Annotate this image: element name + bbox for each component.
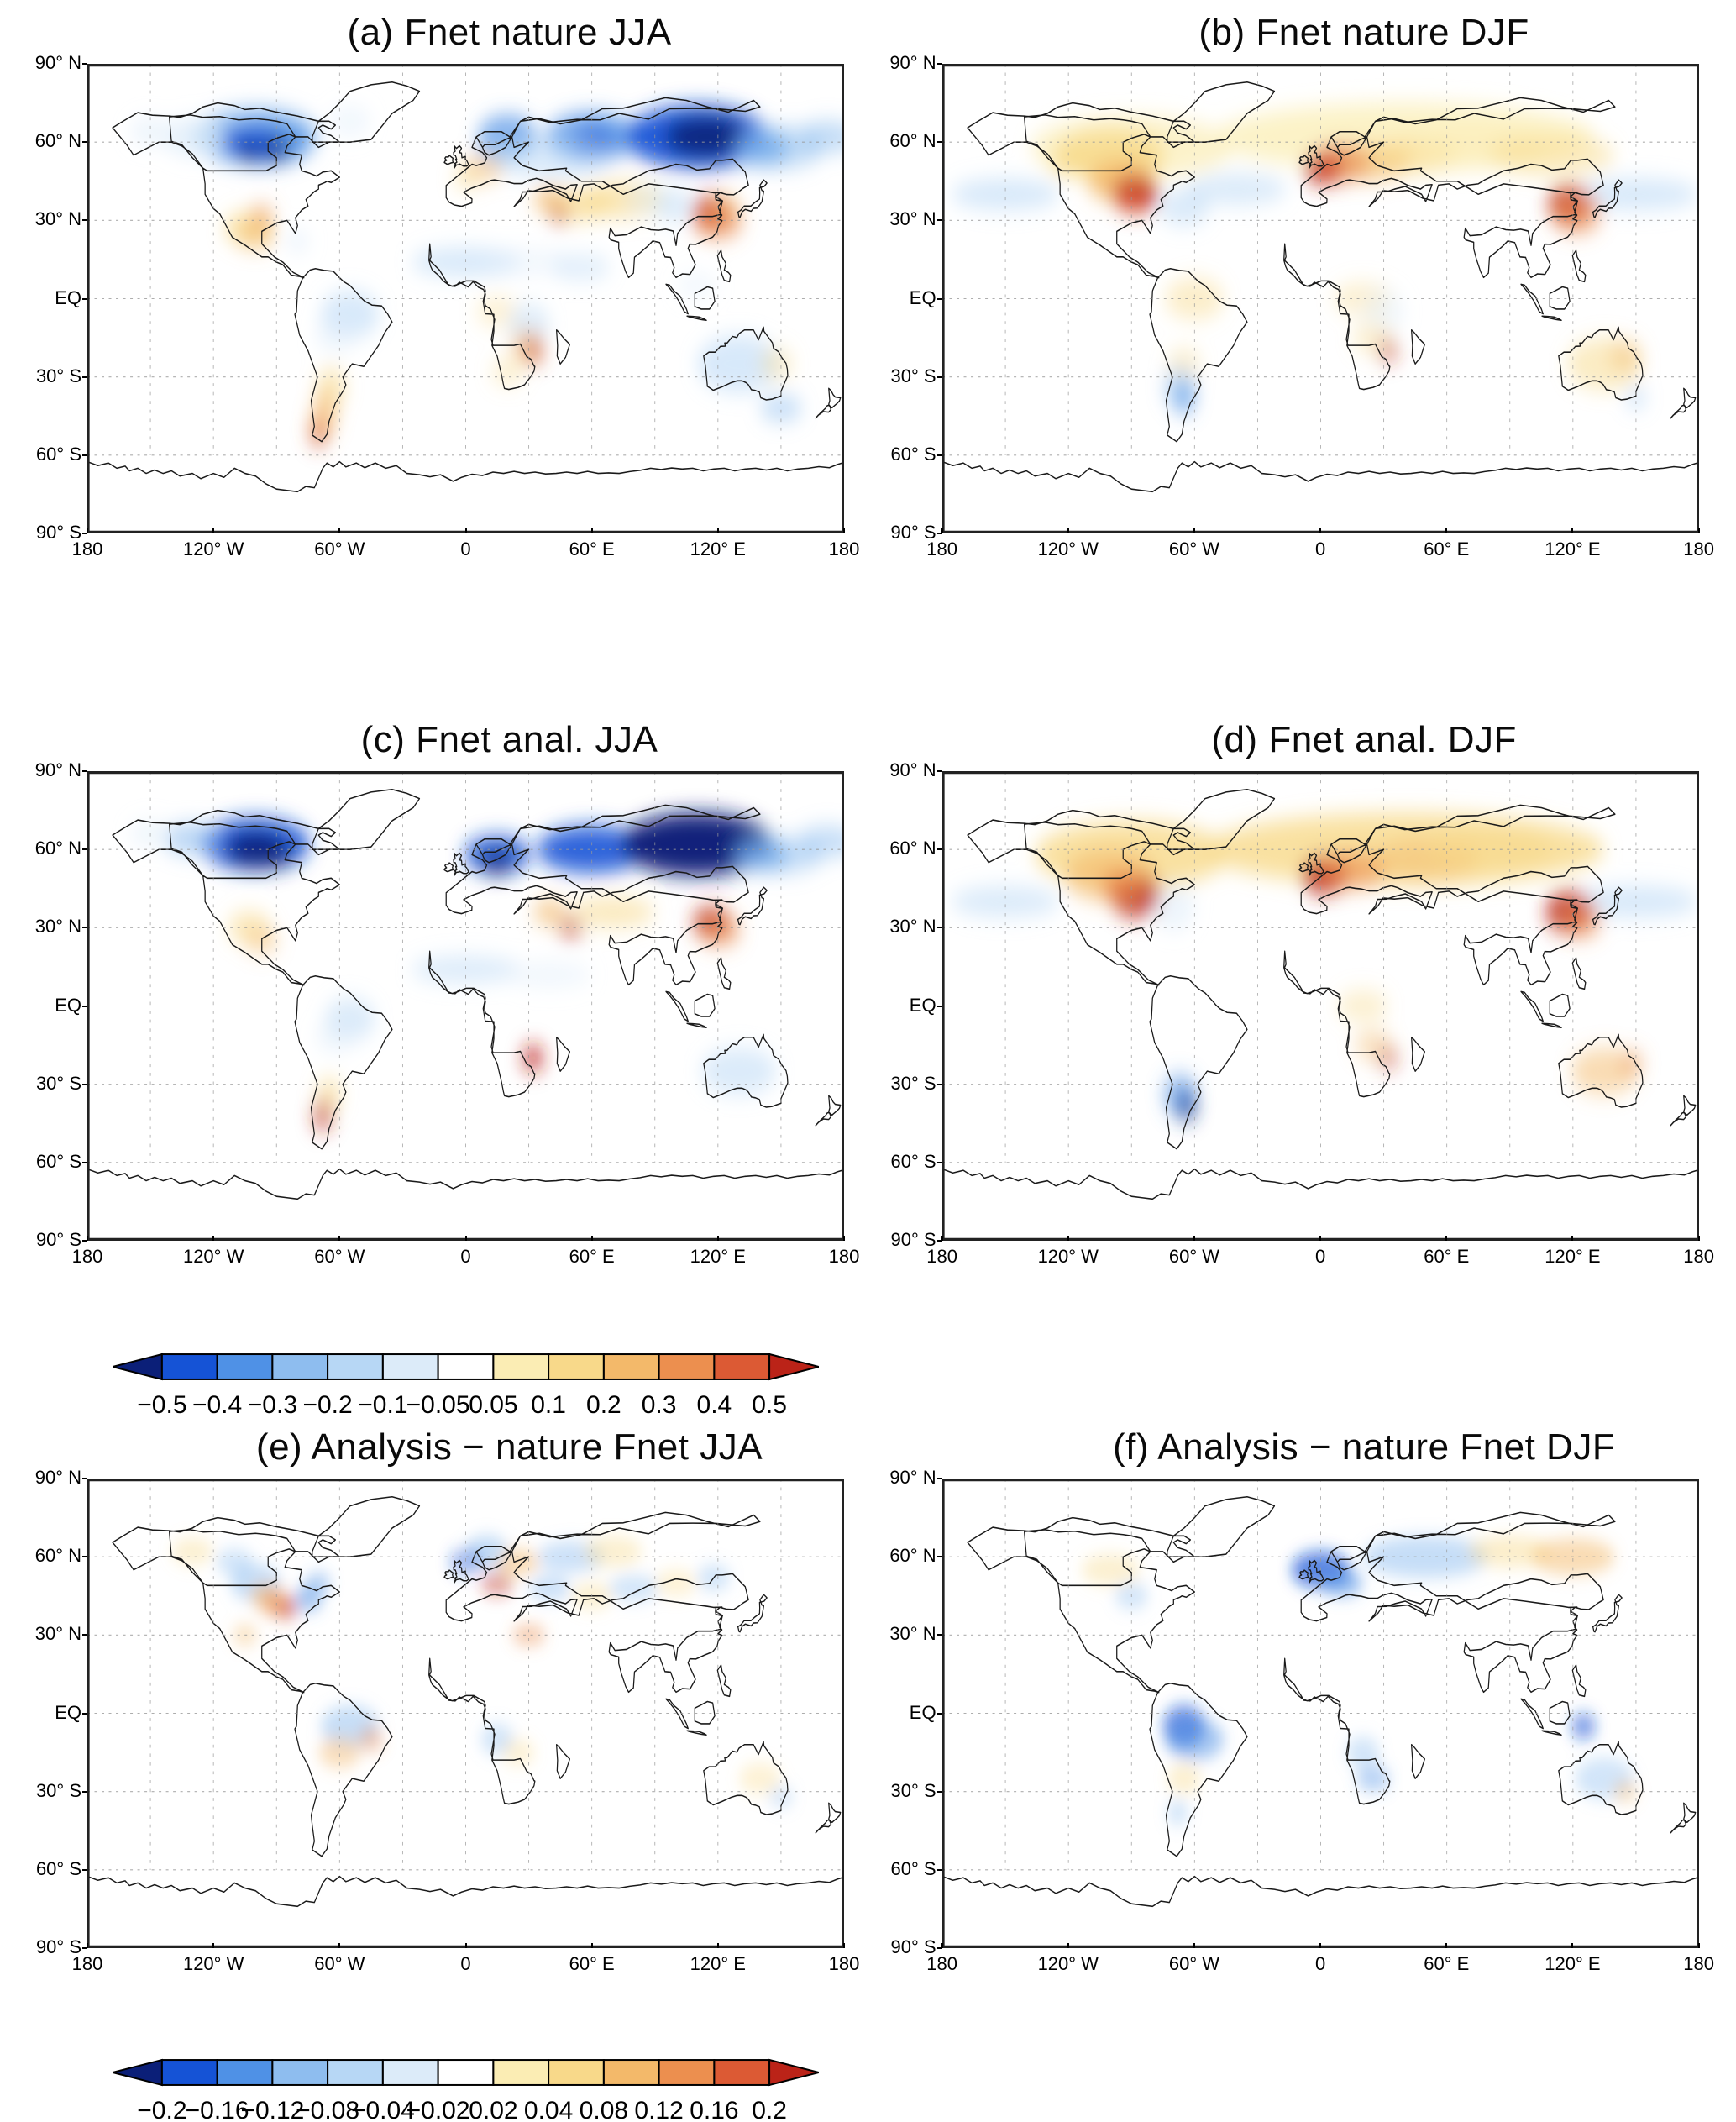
svg-text:−0.1: −0.1 xyxy=(358,1391,407,1419)
svg-text:−0.04: −0.04 xyxy=(351,2096,415,2122)
svg-text:0.5: 0.5 xyxy=(752,1391,787,1419)
svg-text:0.2: 0.2 xyxy=(752,2096,787,2122)
svg-text:−0.3: −0.3 xyxy=(248,1391,297,1419)
svg-text:0.16: 0.16 xyxy=(690,2096,738,2122)
svg-text:0.4: 0.4 xyxy=(697,1391,732,1419)
svg-text:−0.2: −0.2 xyxy=(302,1391,352,1419)
svg-text:−0.12: −0.12 xyxy=(240,2096,304,2122)
svg-text:−0.08: −0.08 xyxy=(296,2096,359,2122)
svg-text:0.2: 0.2 xyxy=(586,1391,621,1419)
svg-text:0.3: 0.3 xyxy=(642,1391,677,1419)
svg-text:0.02: 0.02 xyxy=(469,2096,517,2122)
svg-text:−0.05: −0.05 xyxy=(406,1391,470,1419)
svg-text:−0.2: −0.2 xyxy=(137,2096,186,2122)
svg-text:0.08: 0.08 xyxy=(580,2096,628,2122)
svg-text:−0.02: −0.02 xyxy=(406,2096,470,2122)
svg-text:0.05: 0.05 xyxy=(469,1391,517,1419)
svg-text:0.04: 0.04 xyxy=(524,2096,573,2122)
svg-text:−0.5: −0.5 xyxy=(137,1391,186,1419)
svg-text:−0.4: −0.4 xyxy=(192,1391,242,1419)
svg-text:−0.16: −0.16 xyxy=(186,2096,249,2122)
svg-text:0.12: 0.12 xyxy=(634,2096,683,2122)
svg-text:0.1: 0.1 xyxy=(531,1391,566,1419)
